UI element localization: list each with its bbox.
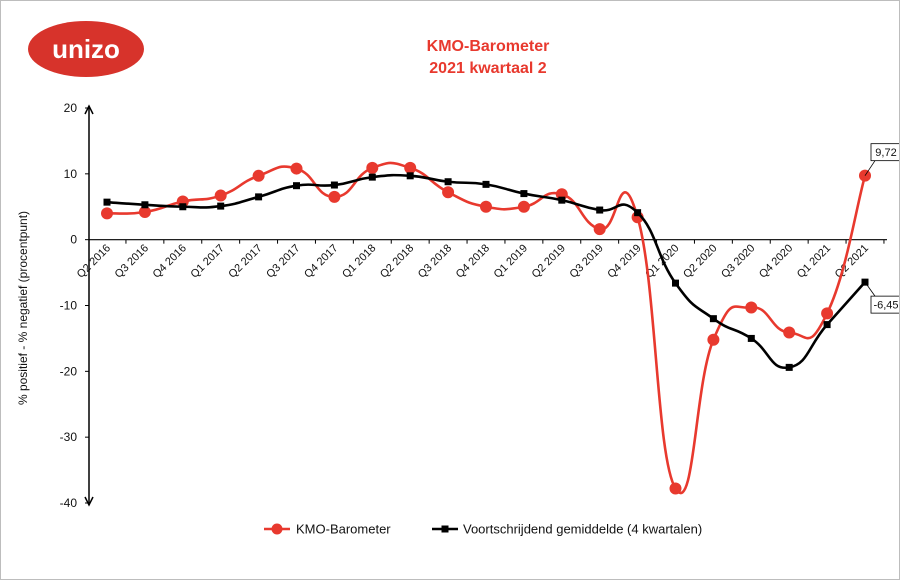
x-tick-label: Q2 2019 — [530, 242, 568, 280]
data-point — [707, 333, 720, 346]
data-point — [214, 189, 227, 202]
x-tick-label: Q1 2019 — [492, 242, 530, 280]
data-point — [101, 207, 113, 220]
y-tick-label: 0 — [70, 233, 77, 247]
x-tick-label: Q2 2021 — [833, 242, 871, 280]
callout-label: -6,45 — [873, 300, 898, 312]
data-point — [672, 279, 679, 287]
data-point — [634, 209, 642, 217]
data-point — [366, 161, 379, 174]
data-point — [293, 182, 300, 190]
data-point — [785, 363, 793, 371]
y-tick-label: -10 — [60, 299, 78, 313]
x-tick-label: Q4 2018 — [454, 242, 492, 280]
y-axis-arrow-bottom — [84, 496, 94, 507]
x-tick-label: Q1 2021 — [795, 242, 833, 280]
data-point — [217, 202, 225, 210]
data-point — [709, 315, 717, 323]
x-tick-label: Q2 2016 — [75, 242, 113, 280]
x-tick-label: Q4 2020 — [757, 242, 795, 280]
data-point — [252, 169, 265, 182]
y-axis-title: % positief - % negatief (procentpunt) — [16, 211, 30, 405]
data-point — [255, 193, 263, 201]
x-tick-label: Q4 2017 — [302, 242, 340, 280]
x-tick-label: Q1 2017 — [188, 242, 226, 280]
data-point — [747, 334, 755, 342]
chart-subtitle: 2021 kwartaal 2 — [429, 60, 547, 77]
data-point — [368, 173, 376, 181]
data-point — [669, 482, 682, 495]
data-point — [103, 198, 111, 206]
legend-label: KMO-Barometer — [296, 522, 391, 537]
legend-item: KMO-Barometer — [264, 522, 391, 537]
x-tick-label: Q3 2019 — [567, 242, 605, 280]
x-tick-label: Q3 2016 — [113, 242, 151, 280]
x-tick-label: Q3 2018 — [416, 242, 454, 280]
series-layer — [101, 161, 871, 495]
data-point — [444, 178, 452, 186]
data-point — [783, 326, 796, 339]
logo-ellipse — [28, 21, 144, 77]
x-tick-label: Q4 2016 — [151, 242, 189, 280]
annotations: 9,72 -6,45 — [864, 143, 899, 314]
data-point — [520, 190, 528, 198]
callout-box — [870, 143, 899, 162]
data-point — [328, 190, 341, 203]
callout-leader — [864, 160, 876, 176]
x-tick-label: Q4 2019 — [605, 242, 643, 280]
data-point — [179, 203, 187, 211]
data-point — [290, 162, 303, 175]
data-point — [745, 301, 758, 314]
data-point — [517, 200, 530, 213]
unizo-logo: unizo — [28, 21, 144, 77]
data-point — [404, 161, 417, 174]
legend-swatch-marker — [441, 525, 449, 533]
x-tick-label: Q1 2018 — [340, 242, 378, 280]
series-kmo-barometer — [101, 161, 871, 495]
data-point — [442, 186, 455, 199]
legend-swatch-marker — [271, 523, 283, 535]
y-tick-label: 10 — [64, 167, 78, 181]
legend-label: Voortschrijdend gemiddelde (4 kwartalen) — [463, 522, 702, 537]
data-point — [482, 180, 490, 188]
y-tick-label: 20 — [64, 101, 78, 115]
x-tick-label: Q3 2017 — [264, 242, 302, 280]
y-tick-label: -20 — [60, 364, 78, 378]
data-point — [330, 181, 338, 189]
y-axis-arrow-top — [84, 104, 94, 115]
x-tick-label: Q2 2020 — [681, 242, 719, 280]
series-line — [106, 173, 866, 369]
legend: KMO-Barometer Voortschrijdend gemiddelde … — [264, 522, 702, 537]
data-point — [821, 307, 834, 320]
y-tick-label: -30 — [60, 430, 78, 444]
callout-box — [870, 295, 899, 314]
x-tick-label: Q2 2018 — [378, 242, 416, 280]
logo-text: unizo — [52, 34, 120, 64]
legend-item: Voortschrijdend gemiddelde (4 kwartalen) — [432, 522, 702, 537]
x-tick-label: Q2 2017 — [226, 242, 264, 280]
callout-leader — [864, 281, 876, 297]
chart-title: KMO-Barometer — [427, 38, 550, 55]
callout-label: 9,72 — [875, 147, 896, 159]
data-point — [823, 321, 831, 329]
data-point — [593, 223, 606, 236]
data-point — [558, 196, 566, 204]
data-point — [480, 200, 492, 213]
x-tick-label: Q3 2020 — [719, 242, 757, 280]
data-point — [406, 172, 414, 180]
y-tick-label: -40 — [60, 496, 78, 510]
data-point — [596, 206, 604, 214]
data-point — [138, 206, 151, 219]
data-point — [141, 201, 149, 209]
